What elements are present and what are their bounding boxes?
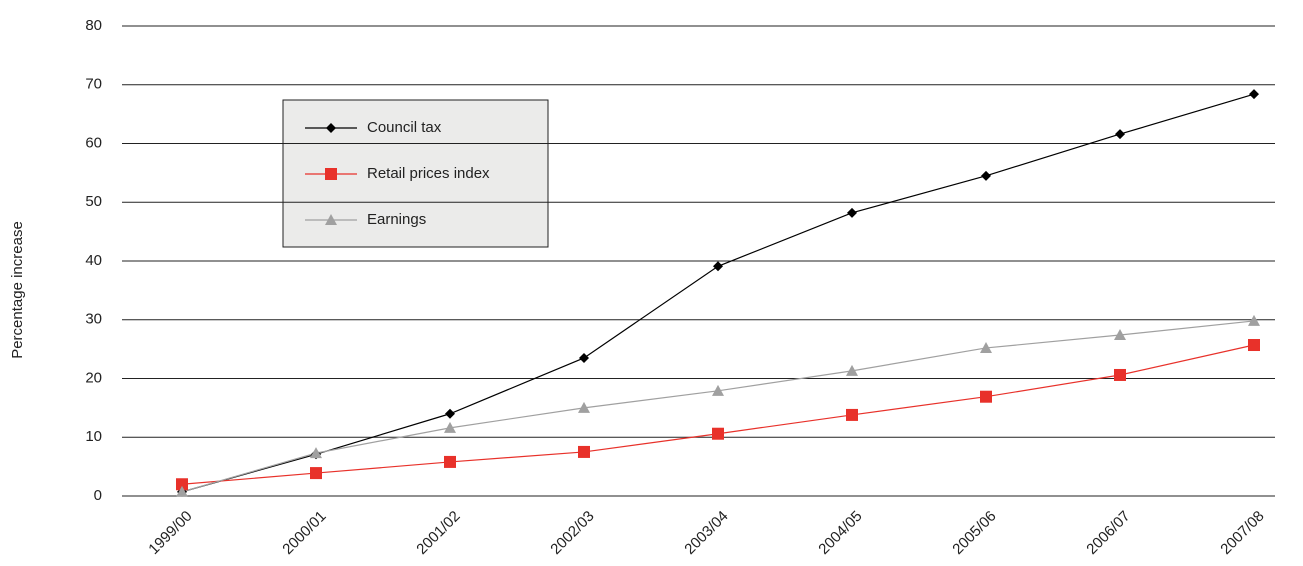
y-tick-label: 30 [85,311,102,328]
legend-marker [326,123,336,133]
x-tick-label: 2003/04 [681,508,731,558]
data-point [1249,89,1259,100]
data-point [846,408,858,421]
data-point [1115,129,1125,140]
data-point [444,455,456,468]
data-point [712,384,724,396]
legend-label: Earnings [367,211,426,228]
data-point [310,467,322,480]
x-tick-label: 2007/08 [1217,508,1267,558]
data-point [980,390,992,403]
series-line [181,320,1255,493]
legend-marker [325,168,337,180]
data-point [846,364,858,376]
data-point [981,170,991,181]
legend-label: Council tax [367,119,442,136]
y-tick-label: 50 [85,193,102,210]
data-point [847,207,857,218]
x-tick-label: 2000/01 [279,508,329,558]
y-tick-label: 40 [85,252,102,269]
y-tick-label: 70 [85,76,102,93]
data-point [444,421,456,433]
y-tick-label: 10 [85,428,102,445]
x-tick-label: 2001/02 [413,508,463,558]
data-point [1114,368,1126,381]
data-point [578,445,590,458]
data-point [980,341,992,353]
data-point [176,478,188,491]
series-line [181,344,1255,485]
data-point [176,485,188,497]
data-point [445,408,455,419]
data-point [713,261,723,272]
data-point [1248,339,1260,352]
data-point [310,447,322,459]
y-axis-label: Percentage increase [9,221,26,359]
data-point [579,352,589,363]
y-tick-label: 0 [94,487,102,504]
y-tick-label: 20 [85,369,102,386]
data-point [712,427,724,440]
legend-marker [325,214,337,225]
data-point [578,401,590,413]
y-tick-label: 60 [85,134,102,151]
data-point [1114,329,1126,341]
x-tick-label: 2004/05 [815,508,865,558]
x-tick-label: 2002/03 [547,508,597,558]
x-tick-label: 2006/07 [1083,508,1133,558]
data-point [1248,314,1260,326]
x-tick-label: 1999/00 [145,508,195,558]
x-tick-label: 2005/06 [949,508,999,558]
legend-label: Retail prices index [367,165,490,182]
y-tick-label: 80 [85,17,102,34]
